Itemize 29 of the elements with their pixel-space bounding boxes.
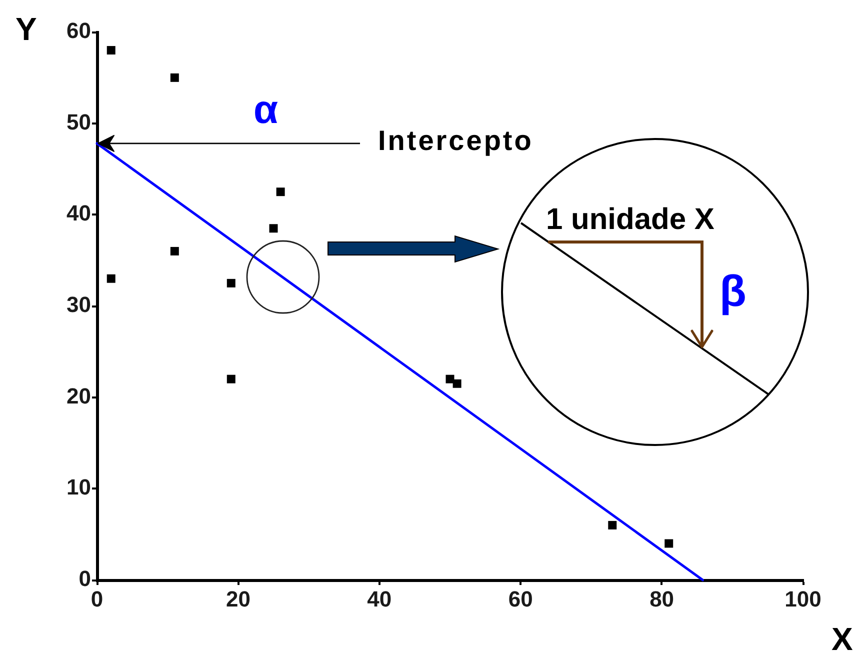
y-tick-label: 40 <box>66 200 91 226</box>
y-tick-label: 20 <box>66 383 91 408</box>
point <box>664 539 674 548</box>
y-tick-label: 50 <box>66 109 91 134</box>
annotation: α <box>254 88 278 132</box>
point <box>226 374 236 384</box>
y-tick-label: 0 <box>78 566 91 592</box>
point <box>106 46 116 55</box>
y-tick-label: 30 <box>66 292 91 318</box>
annotation: β <box>720 267 746 316</box>
point <box>226 278 236 288</box>
y-tick-label: 10 <box>66 474 91 500</box>
point <box>276 188 285 196</box>
point <box>608 520 617 530</box>
point <box>170 73 179 82</box>
x-axis-title: X <box>832 621 853 657</box>
y-tick-label: 60 <box>66 18 91 44</box>
x-tick-label: 80 <box>650 586 674 612</box>
point <box>452 379 462 388</box>
annotation: 1 unidade X <box>546 203 714 236</box>
point <box>269 224 278 233</box>
x-tick-label: 100 <box>784 586 822 612</box>
x-tick-label: 40 <box>367 586 392 612</box>
x-tick-label: 20 <box>226 586 250 612</box>
point <box>106 274 116 283</box>
y-axis-title: Y <box>16 11 37 47</box>
annotation: Intercepto <box>378 125 534 156</box>
x-tick-label: 60 <box>508 586 533 612</box>
point <box>170 246 179 256</box>
